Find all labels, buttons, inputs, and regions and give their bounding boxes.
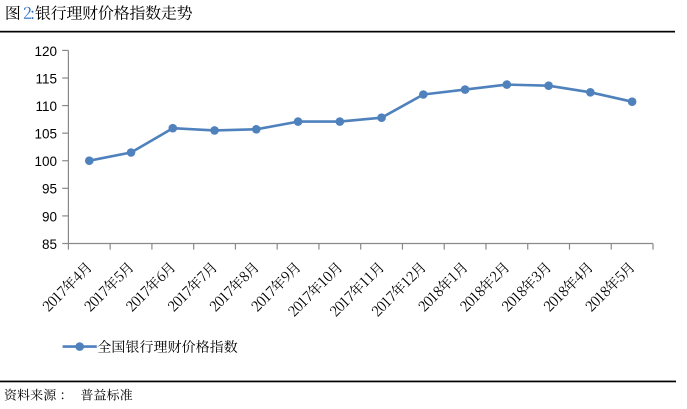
- svg-text:110: 110: [35, 99, 57, 114]
- svg-text:120: 120: [34, 44, 57, 59]
- svg-text:115: 115: [35, 71, 57, 86]
- svg-text:95: 95: [42, 182, 57, 197]
- svg-text:100: 100: [34, 154, 57, 169]
- svg-text:105: 105: [34, 127, 57, 142]
- svg-text:85: 85: [42, 237, 57, 252]
- svg-text:90: 90: [42, 209, 57, 224]
